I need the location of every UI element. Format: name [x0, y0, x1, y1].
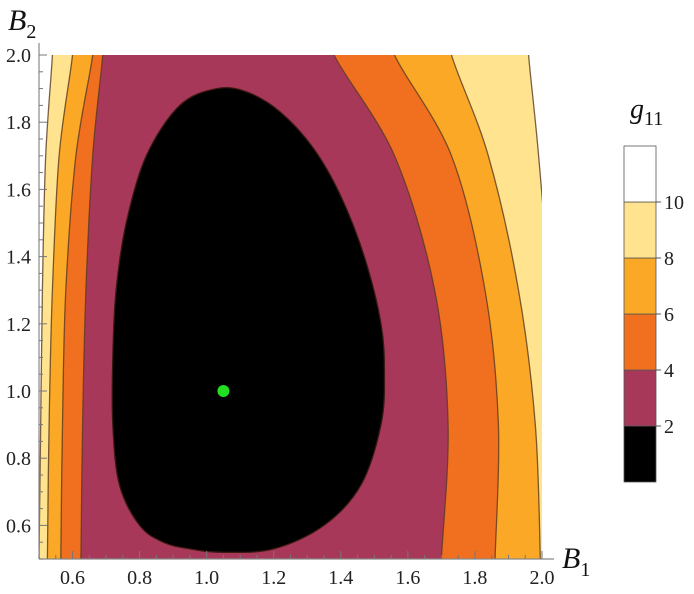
- x-tick-label: 1.0: [194, 567, 219, 589]
- y-tick-label: 1.2: [6, 314, 31, 336]
- legend-label: 2: [664, 416, 674, 438]
- y-axis-title-main: B: [8, 4, 26, 37]
- x-axis-title: B1: [562, 542, 590, 581]
- x-tick-label: 1.8: [462, 567, 487, 589]
- y-tick-label: 1.0: [6, 381, 31, 403]
- contour-line-6-left: [60, 55, 94, 559]
- axes: [38, 43, 554, 560]
- contour-line-4-left: [80, 55, 104, 559]
- y-tick-label: 2.0: [6, 45, 31, 67]
- legend-label: 6: [664, 304, 674, 326]
- legend-label: 10: [664, 192, 684, 214]
- x-tick-label: 1.4: [328, 567, 353, 589]
- y-tick-label: 1.6: [6, 179, 31, 201]
- y-tick-label: 0.8: [6, 448, 31, 470]
- contour-line-6-right: [393, 55, 500, 559]
- legend-label: 4: [664, 360, 674, 382]
- legend-title: g11: [630, 94, 663, 130]
- legend-swatch-0-2: [623, 425, 657, 483]
- region-below-2: [111, 86, 386, 554]
- contour-line-10-right: [527, 55, 542, 204]
- x-tick-label: 2.0: [530, 567, 555, 589]
- minimum-point: [217, 385, 230, 397]
- legend-swatch-6-8: [623, 257, 657, 315]
- legend-swatch-2-4: [623, 369, 657, 427]
- y-tick-label: 0.6: [6, 515, 31, 537]
- ticks: 0.6 0.8 1.0 1.2 1.4 1.6 1.8 2.0 0.6 0.8 1.0 1.2 1.4 1…: [6, 45, 555, 589]
- legend-title-main: g: [630, 94, 644, 125]
- y-tick-label: 1.4: [6, 247, 31, 269]
- plot-area: [39, 55, 542, 559]
- x-tick-label: 0.6: [60, 567, 85, 589]
- legend-swatch-8-10: [623, 201, 657, 259]
- legend-label: 8: [664, 248, 674, 270]
- contour-line-8-left: [46, 55, 74, 559]
- legend-swatch-10-12: [623, 145, 657, 203]
- legend-swatch-4-6: [623, 313, 657, 371]
- y-tick-label: 1.8: [6, 112, 31, 134]
- x-axis-title-sub: 1: [580, 559, 590, 581]
- contour-line-4-right: [333, 55, 449, 559]
- x-tick-label: 1.6: [395, 567, 420, 589]
- legend-title-sub: 11: [644, 108, 663, 130]
- y-axis-title: B2: [8, 4, 36, 43]
- contour-line-8-right: [450, 55, 541, 559]
- legend: g11 2 4 6 8 10: [623, 94, 684, 483]
- y-axis-title-sub: 2: [26, 21, 36, 43]
- x-tick-label: 0.8: [127, 567, 152, 589]
- x-tick-label: 1.2: [261, 567, 286, 589]
- x-axis-title-main: B: [562, 542, 580, 575]
